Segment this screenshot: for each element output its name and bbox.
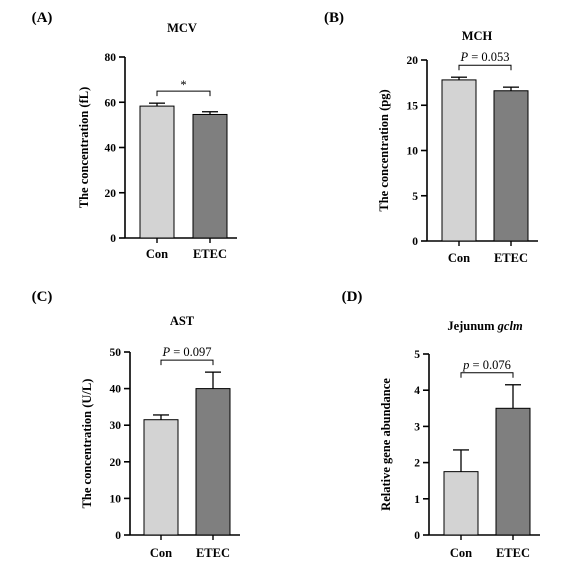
- chart-title: AST: [170, 314, 195, 328]
- panel-label: (A): [32, 10, 53, 26]
- y-tick-label: 5: [414, 349, 420, 361]
- chart-panel-4: (D) Jejunum gclm Relative gene abundance 0 1…: [342, 289, 540, 560]
- y-axis-label: Relative gene abundance: [379, 378, 393, 511]
- y-tick-label: 20: [110, 457, 122, 469]
- significance-bracket: [460, 372, 514, 378]
- chart-title-text: MCH: [462, 29, 493, 43]
- annotation-p: p: [462, 358, 469, 372]
- category-label: ETEC: [193, 247, 227, 261]
- significance-annotation: P = 0.053: [459, 50, 509, 64]
- y-axis-label: The concentration (pg): [377, 89, 391, 211]
- annotation-value: = 0.076: [469, 358, 510, 372]
- chart-title: MCV: [167, 21, 197, 35]
- panel-label: (B): [324, 10, 344, 26]
- category-label: Con: [448, 251, 470, 265]
- chart-panel-3: (C) AST The concentration (U/L) 0 10 20 30 40 50…: [32, 289, 240, 560]
- y-tick-label: 80: [105, 52, 117, 64]
- category-label: Con: [450, 546, 472, 560]
- bar-etec: [495, 407, 531, 536]
- bar-con: [139, 105, 175, 239]
- y-tick-label: 10: [407, 146, 419, 158]
- y-tick-label: 0: [414, 530, 420, 542]
- panel-label: (C): [32, 289, 53, 305]
- chart-panel-2: (B) MCH The concentration (pg) 0 5 10 15 20 Con E…: [324, 10, 538, 265]
- bar-etec: [195, 388, 231, 536]
- category-label: Con: [150, 546, 172, 560]
- y-tick-label: 60: [105, 97, 117, 109]
- bar-con: [443, 471, 479, 536]
- bar-etec: [493, 90, 529, 242]
- chart-title: MCH: [462, 29, 493, 43]
- y-tick-label: 5: [412, 191, 418, 203]
- chart-title-text: Jejunum: [447, 319, 497, 333]
- y-axis-label: The concentration (fL): [77, 87, 91, 209]
- y-tick-label: 20: [105, 188, 117, 200]
- y-tick-label: 40: [105, 143, 117, 155]
- y-tick-label: 4: [414, 385, 420, 397]
- chart-title-text: MCV: [167, 21, 197, 35]
- y-tick-label: 30: [110, 420, 122, 432]
- y-axis-label: The concentration (U/L): [80, 379, 94, 509]
- significance-annotation: p = 0.076: [462, 358, 511, 372]
- significance-annotation: *: [180, 78, 186, 92]
- panel-label: (D): [342, 289, 363, 305]
- annotation-value: *: [180, 78, 186, 92]
- y-tick-label: 50: [110, 347, 122, 359]
- category-label: Con: [146, 247, 168, 261]
- category-label: ETEC: [496, 546, 530, 560]
- significance-bracket: [160, 359, 214, 366]
- y-tick-label: 1: [414, 494, 420, 506]
- chart-title-text: AST: [170, 314, 195, 328]
- chart-title-italic: gclm: [497, 319, 523, 333]
- y-tick-label: 15: [407, 100, 419, 112]
- y-tick-label: 3: [414, 421, 420, 433]
- chart-panel-1: (A) MCV The concentration (fL) 0 20 40 60 80 Con…: [32, 10, 237, 261]
- bar-con: [441, 79, 477, 242]
- annotation-p: P: [161, 345, 170, 359]
- annotation-value: = 0.053: [468, 50, 509, 64]
- y-tick-label: 20: [407, 55, 419, 67]
- y-tick-label: 0: [115, 530, 121, 542]
- bar-con: [143, 419, 179, 536]
- y-tick-label: 40: [110, 384, 122, 396]
- annotation-value: = 0.097: [170, 345, 211, 359]
- category-label: ETEC: [494, 251, 528, 265]
- annotation-p: P: [459, 50, 468, 64]
- significance-bracket: [458, 64, 512, 71]
- y-tick-label: 0: [412, 236, 418, 248]
- significance-bracket: [156, 90, 211, 97]
- y-tick-label: 10: [110, 493, 122, 505]
- y-tick-label: 0: [110, 233, 116, 245]
- chart-title: Jejunum gclm: [447, 319, 523, 333]
- category-label: ETEC: [196, 546, 230, 560]
- significance-annotation: P = 0.097: [161, 345, 211, 359]
- bar-etec: [192, 113, 228, 239]
- y-tick-label: 2: [414, 458, 420, 470]
